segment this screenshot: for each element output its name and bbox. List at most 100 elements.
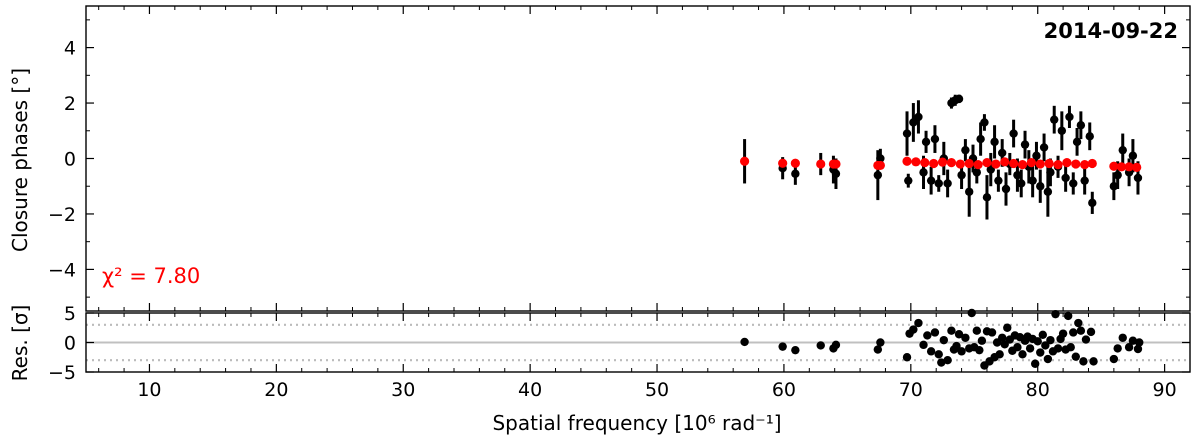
closure-phase-data-point — [954, 94, 964, 104]
residual-data-point — [952, 341, 961, 351]
residual-data-point — [740, 337, 749, 347]
closure-phase-model-point — [955, 159, 965, 169]
x-tick-label: 70 — [899, 379, 923, 401]
chart-title: 2014-09-22 — [1044, 19, 1178, 43]
closure-phase-data-point — [1061, 173, 1070, 183]
closure-phase-data-point — [980, 118, 989, 127]
residual-data-point — [995, 350, 1004, 359]
residual-data-point — [909, 325, 918, 334]
residual-data-point — [923, 331, 932, 340]
residual-data-point — [1118, 333, 1127, 342]
closure-phase-data-point — [934, 179, 943, 188]
x-axis-label: Spatial frequency [10⁶ rad⁻¹] — [492, 411, 781, 435]
residual-data-point — [791, 345, 800, 355]
closure-phase-data-point — [921, 137, 931, 147]
closure-phase-model-point — [991, 159, 1001, 169]
closure-phase-data-point — [930, 134, 940, 144]
closure-phase-data-point — [909, 118, 918, 127]
closure-phase-data-point — [1001, 184, 1011, 194]
closure-phase-model-point — [1087, 158, 1097, 169]
closure-phase-data-point — [957, 170, 966, 180]
x-tick-label: 20 — [264, 379, 288, 401]
top-y-tick-label: 0 — [64, 149, 76, 171]
closure-phase-data-point — [961, 145, 970, 155]
x-tick-label: 50 — [645, 379, 669, 401]
closure-phase-data-point — [943, 179, 952, 188]
closure-phase-model-point — [1017, 160, 1028, 170]
closure-phase-model-point — [1044, 158, 1054, 169]
residual-data-point — [1079, 357, 1088, 366]
bottom-plot-frame — [85, 312, 1191, 373]
closure-phase-data-point — [1050, 115, 1059, 124]
closure-phase-model-point — [1062, 158, 1072, 168]
x-tick-label: 10 — [137, 379, 161, 401]
top-panel: −4 −2 0 2 4 2014-09-22 χ² = 7.80 Closure pha… — [8, 5, 1191, 312]
residual-data-point — [1018, 350, 1027, 359]
residual-data-point — [957, 347, 966, 356]
closure-phase-data-point — [1046, 168, 1055, 177]
residual-data-point — [977, 336, 987, 345]
residual-data-point — [1030, 359, 1040, 368]
residual-data-point — [1046, 335, 1055, 345]
closure-phase-data-point — [1133, 173, 1143, 183]
residual-data-point — [914, 318, 923, 328]
residual-data-point — [967, 308, 976, 318]
closure-phase-model-point — [1009, 158, 1019, 169]
closure-phase-model-point — [739, 156, 750, 166]
top-y-tick-label: 2 — [64, 93, 76, 115]
residual-data-point — [972, 326, 982, 335]
residual-data-point — [930, 328, 940, 337]
closure-phase-model-point — [1071, 159, 1081, 169]
residual-data-point — [876, 338, 885, 347]
residual-data-point — [1133, 344, 1143, 354]
closure-phase-data-point — [990, 137, 999, 147]
residual-data-point — [947, 326, 956, 335]
closure-phase-data-point — [791, 169, 800, 178]
residual-data-point — [1038, 330, 1048, 340]
residual-data-point — [1033, 337, 1042, 346]
closure-phase-model-point — [964, 158, 974, 169]
chi-squared-annotation: χ² = 7.80 — [102, 264, 200, 288]
bottom-panel: −5 0 5 10 20 30 40 50 60 70 80 90 Res. [σ] Spatial … — [8, 303, 1191, 435]
closure-phase-model-point — [778, 158, 788, 168]
closure-phase-data-point — [1017, 179, 1026, 188]
closure-phase-data-point — [972, 168, 982, 177]
top-y-tick-label: −2 — [48, 204, 76, 226]
residual-data-point — [961, 333, 970, 342]
residual-data-point — [919, 340, 928, 350]
residual-data-point — [1003, 323, 1012, 332]
residual-data-point — [939, 335, 949, 345]
residual-data-point — [997, 333, 1007, 342]
closure-phase-model-point — [1035, 159, 1045, 169]
residual-data-point — [1074, 318, 1083, 328]
closure-phase-data-point — [1109, 182, 1119, 191]
closure-phase-data-point — [1113, 170, 1122, 180]
closure-phase-model-point — [1026, 158, 1036, 168]
residual-data-point — [1063, 311, 1073, 321]
top-y-tick-label: 4 — [64, 38, 76, 60]
x-tick-label: 60 — [772, 379, 796, 401]
closure-phase-data-point — [1088, 198, 1097, 208]
residual-data-point — [816, 341, 825, 350]
closure-phase-data-point — [1128, 151, 1138, 160]
residual-data-point — [1013, 343, 1022, 352]
closure-phase-data-point — [1118, 145, 1127, 155]
closure-phase-model-point — [1124, 162, 1134, 172]
closure-phase-data-point — [976, 134, 985, 144]
residual-data-point — [778, 342, 787, 351]
closure-phase-model-point — [929, 158, 939, 169]
residual-data-point — [1043, 354, 1053, 364]
closure-phase-data-point — [876, 154, 885, 163]
closure-phase-data-point — [919, 168, 928, 177]
residual-data-point — [831, 340, 841, 350]
residual-data-point — [1135, 338, 1144, 347]
closure-phase-data-point — [1069, 179, 1078, 188]
closure-phase-model-point — [937, 157, 948, 167]
closure-phase-data-point — [982, 193, 992, 202]
closure-phase-model-point — [946, 158, 957, 168]
closure-phase-data-point — [1036, 182, 1045, 191]
closure-phase-model-point — [790, 158, 800, 168]
closure-phase-data-point — [1072, 137, 1082, 147]
x-tick-label: 80 — [1026, 379, 1050, 401]
